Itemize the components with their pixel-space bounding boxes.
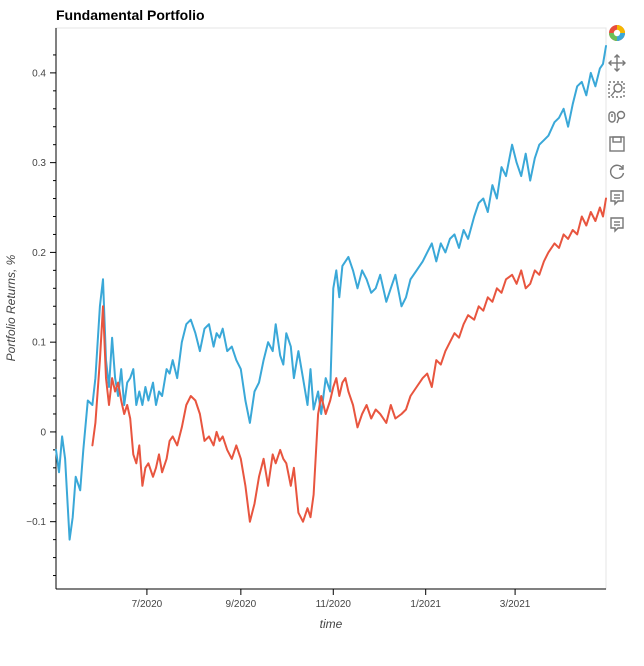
bokeh-logo-icon[interactable] <box>606 22 628 44</box>
hover-icon[interactable] <box>606 214 628 236</box>
y-tick-label: 0.1 <box>32 338 46 349</box>
reset-icon[interactable] <box>606 160 628 182</box>
y-tick-label: 0 <box>40 427 46 438</box>
series-line-1 <box>55 45 607 541</box>
y-axis-ticks: 0.4 0.3 0.2 0.1 0 −0.1 <box>26 54 56 577</box>
series-line-2 <box>91 197 607 523</box>
x-tick-label: 7/2020 <box>132 599 163 610</box>
series-layer <box>55 45 607 541</box>
x-tick-label: 9/2020 <box>226 599 257 610</box>
pan-icon[interactable] <box>606 52 628 74</box>
x-tick-label: 3/2021 <box>500 599 531 610</box>
y-tick-label: 0.3 <box>32 158 46 169</box>
box-zoom-icon[interactable] <box>606 79 628 101</box>
wheel-zoom-icon[interactable] <box>606 106 628 128</box>
y-axis-label: Portfolio Returns, % <box>4 254 18 361</box>
x-tick-label: 11/2020 <box>316 599 352 610</box>
x-axis-ticks: 7/2020 9/2020 11/2020 1/2021 3/2021 <box>132 589 531 610</box>
chart-title: Fundamental Portfolio <box>56 7 205 23</box>
hover-icon[interactable] <box>606 187 628 209</box>
y-tick-label: 0.2 <box>32 248 46 259</box>
x-tick-label: 1/2021 <box>410 599 441 610</box>
y-tick-label: 0.4 <box>32 68 46 79</box>
save-icon[interactable] <box>606 133 628 155</box>
plot-frame <box>55 27 607 590</box>
x-axis-label: time <box>320 617 343 631</box>
y-tick-label: −0.1 <box>26 517 46 528</box>
